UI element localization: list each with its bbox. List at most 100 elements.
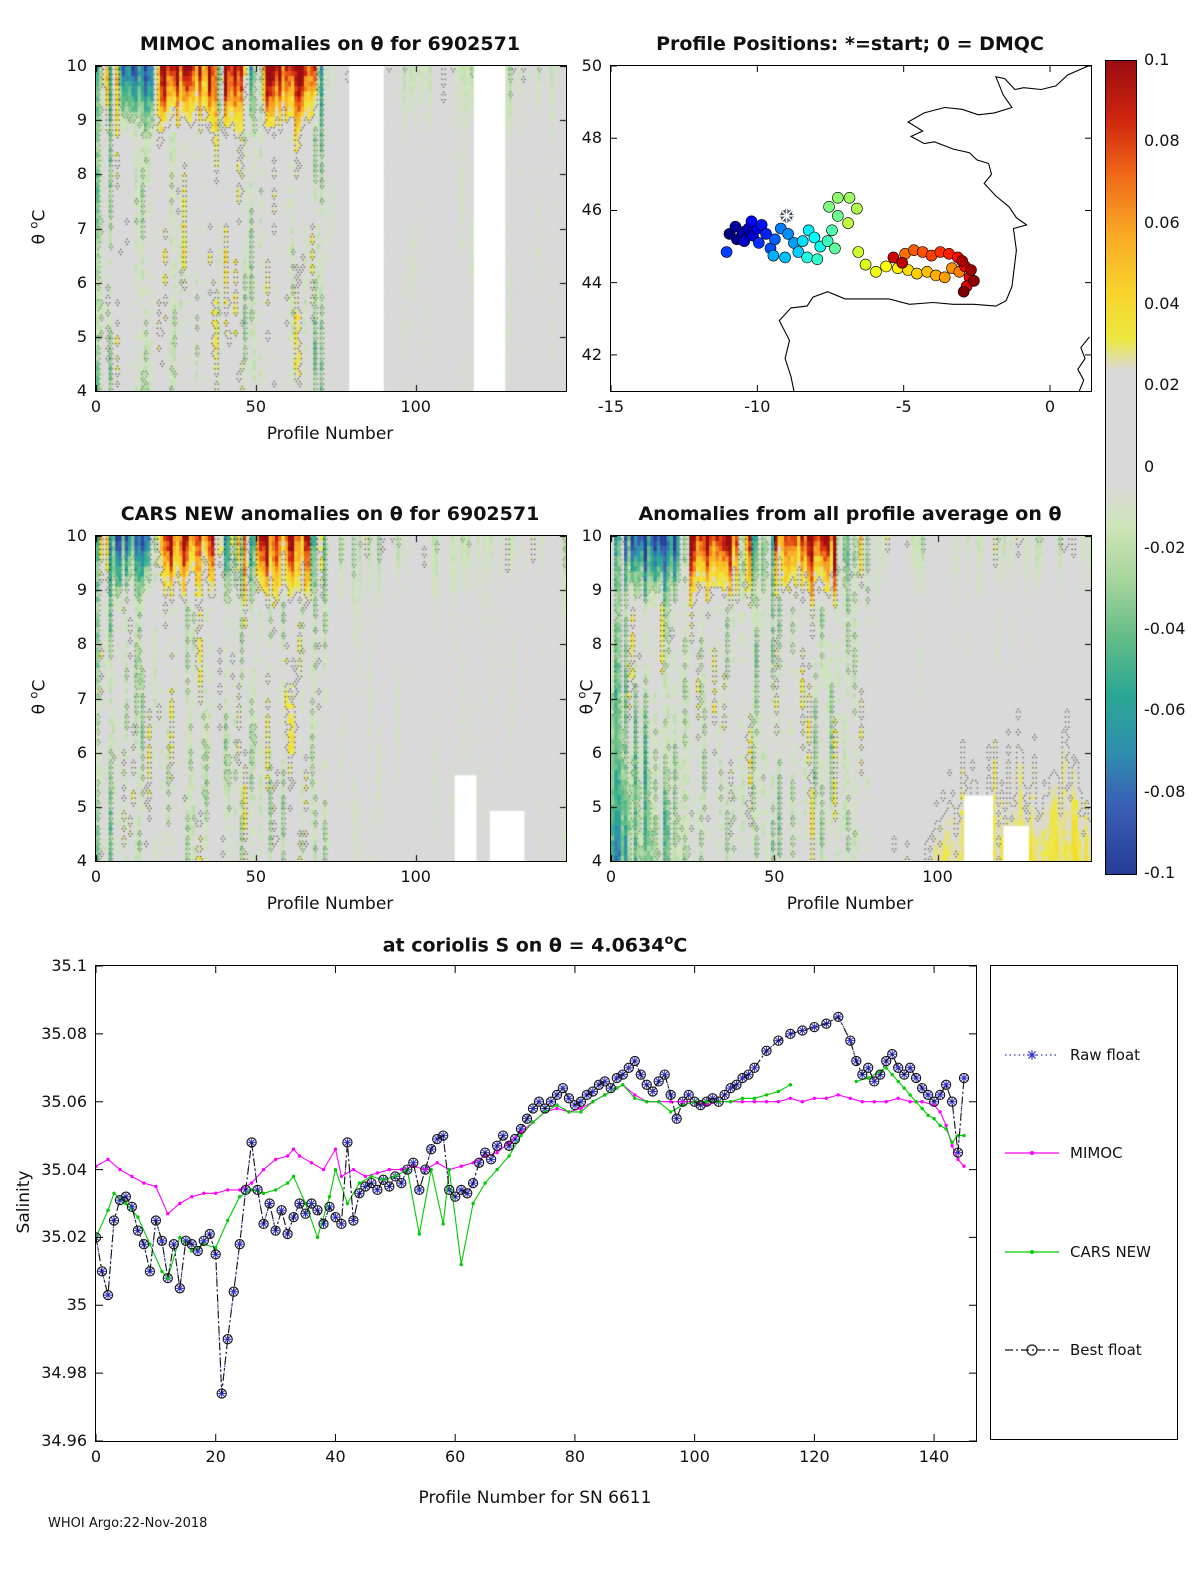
- circle-marker: [946, 1096, 958, 1107]
- dot-marker: [399, 1167, 403, 1172]
- profile-position-dot: [842, 217, 854, 229]
- circle-marker: [180, 1235, 191, 1246]
- dot-marker: [297, 1154, 302, 1158]
- dot-marker: [896, 1096, 900, 1100]
- legend-sample: [1005, 1050, 1059, 1061]
- dot-marker: [202, 1191, 206, 1195]
- colorbar-canvas: [1106, 61, 1136, 874]
- profile-position-dot: [829, 242, 841, 255]
- profile-position-dot: [832, 210, 844, 222]
- x-tick-label: 0: [1044, 397, 1056, 416]
- dot-marker: [603, 1093, 607, 1097]
- circle-marker: [432, 1133, 443, 1145]
- dot-marker: [519, 1133, 523, 1138]
- dot-marker: [728, 1100, 733, 1104]
- circle-marker: [444, 1184, 455, 1196]
- circle-marker: [258, 1218, 269, 1230]
- profile-position-dot: [859, 258, 872, 271]
- dot-marker: [812, 1096, 817, 1100]
- circle-marker: [737, 1072, 748, 1084]
- dot-marker: [507, 1154, 511, 1158]
- y-tick-label: 4: [591, 851, 602, 870]
- heatmap-panel-cars: 0 50 100 10 9 8 7 6 5 4: [67, 526, 567, 886]
- legend-box: Raw float MIMOC CARS NEW Best float: [990, 965, 1178, 1440]
- profile-position-dot: [801, 251, 813, 264]
- circle-marker: [288, 1211, 299, 1223]
- circle-marker: [617, 1069, 628, 1080]
- dot-marker: [669, 1110, 673, 1114]
- circle-marker: [934, 1089, 946, 1101]
- profile-position-dot: [911, 267, 923, 280]
- y-tick-label: 6: [591, 742, 602, 762]
- circle-marker: [940, 1079, 952, 1090]
- dot-marker: [633, 1093, 637, 1097]
- dot-marker: [944, 1127, 948, 1131]
- dot-marker: [956, 1157, 960, 1162]
- legend-item-raw-float: Raw float: [1003, 1043, 1173, 1067]
- circle-marker: [473, 1157, 485, 1168]
- legend-label: Raw float: [1070, 1046, 1141, 1065]
- circle-marker: [336, 1218, 347, 1230]
- legend-label: CARS NEW: [1070, 1242, 1151, 1261]
- panel-title-mimoc: MIMOC anomalies on θ for 6902571: [139, 33, 521, 55]
- y-tick-label: 5: [76, 796, 87, 816]
- dot-marker: [908, 1100, 912, 1104]
- circle-marker: [126, 1201, 138, 1213]
- dot-marker: [315, 1235, 320, 1240]
- y-tick-label: 46: [581, 200, 602, 220]
- x-tick-label: 50: [764, 867, 785, 886]
- dot-marker: [866, 1076, 870, 1080]
- dot-marker: [351, 1167, 356, 1172]
- y-tick-label: 35.04: [41, 1159, 87, 1179]
- y-tick-label: 42: [581, 344, 602, 364]
- circle-marker: [689, 1096, 700, 1107]
- y-tick-label: 34.96: [41, 1431, 87, 1450]
- circle-marker: [396, 1177, 407, 1189]
- dot-marker: [106, 1208, 110, 1212]
- dot-marker: [345, 1201, 350, 1206]
- profile-position-dot: [887, 251, 900, 264]
- x-tick-label: 50: [245, 867, 267, 886]
- dot-marker: [483, 1181, 487, 1185]
- circle-marker: [653, 1076, 664, 1087]
- y-tick-label: 44: [581, 272, 602, 292]
- coastline: [1077, 336, 1090, 391]
- ylabel-cars: θ oC: [27, 680, 50, 715]
- theta-unit: C: [29, 679, 50, 692]
- dot-marker: [495, 1167, 499, 1172]
- theta-unit: C: [577, 679, 598, 692]
- circle-marker: [545, 1096, 557, 1107]
- x-tick-label: 100: [400, 867, 431, 886]
- circle-marker: [899, 1069, 910, 1080]
- dot-marker: [914, 1100, 918, 1104]
- dot-marker: [136, 1215, 140, 1219]
- circle-marker: [809, 1021, 820, 1033]
- xlabel-avg: Profile Number: [786, 894, 914, 914]
- dot-marker: [471, 1201, 475, 1206]
- profile-position-dot: [792, 246, 805, 258]
- circle-marker: [114, 1194, 126, 1206]
- dot-marker: [555, 1106, 559, 1111]
- profile-position-dot: [738, 235, 750, 247]
- colorbar-tick-label: 0.04: [1144, 293, 1180, 313]
- circle-marker: [384, 1181, 395, 1192]
- theta-sup: o: [26, 221, 41, 229]
- circle-marker: [875, 1069, 886, 1080]
- profile-position-dot: [870, 266, 882, 278]
- legend-item-mimoc: MIMOC: [1003, 1141, 1173, 1165]
- circle-marker: [677, 1096, 688, 1107]
- theta-unit: C: [29, 209, 50, 222]
- theta-sup: o: [574, 691, 589, 699]
- circle-marker: [192, 1245, 203, 1257]
- y-tick-label: 48: [581, 128, 602, 148]
- circle-marker: [402, 1164, 413, 1175]
- dot-marker: [962, 1164, 966, 1168]
- dot-marker: [681, 1100, 685, 1104]
- profile-position-dot: [720, 246, 733, 258]
- dot-marker: [459, 1262, 463, 1267]
- heatmap-canvas-mimoc: [96, 66, 566, 391]
- dot-marker: [752, 1100, 757, 1104]
- colorbar: [1105, 60, 1137, 875]
- x-tick-label: 80: [564, 1447, 586, 1466]
- profile-position-dot: [760, 228, 772, 240]
